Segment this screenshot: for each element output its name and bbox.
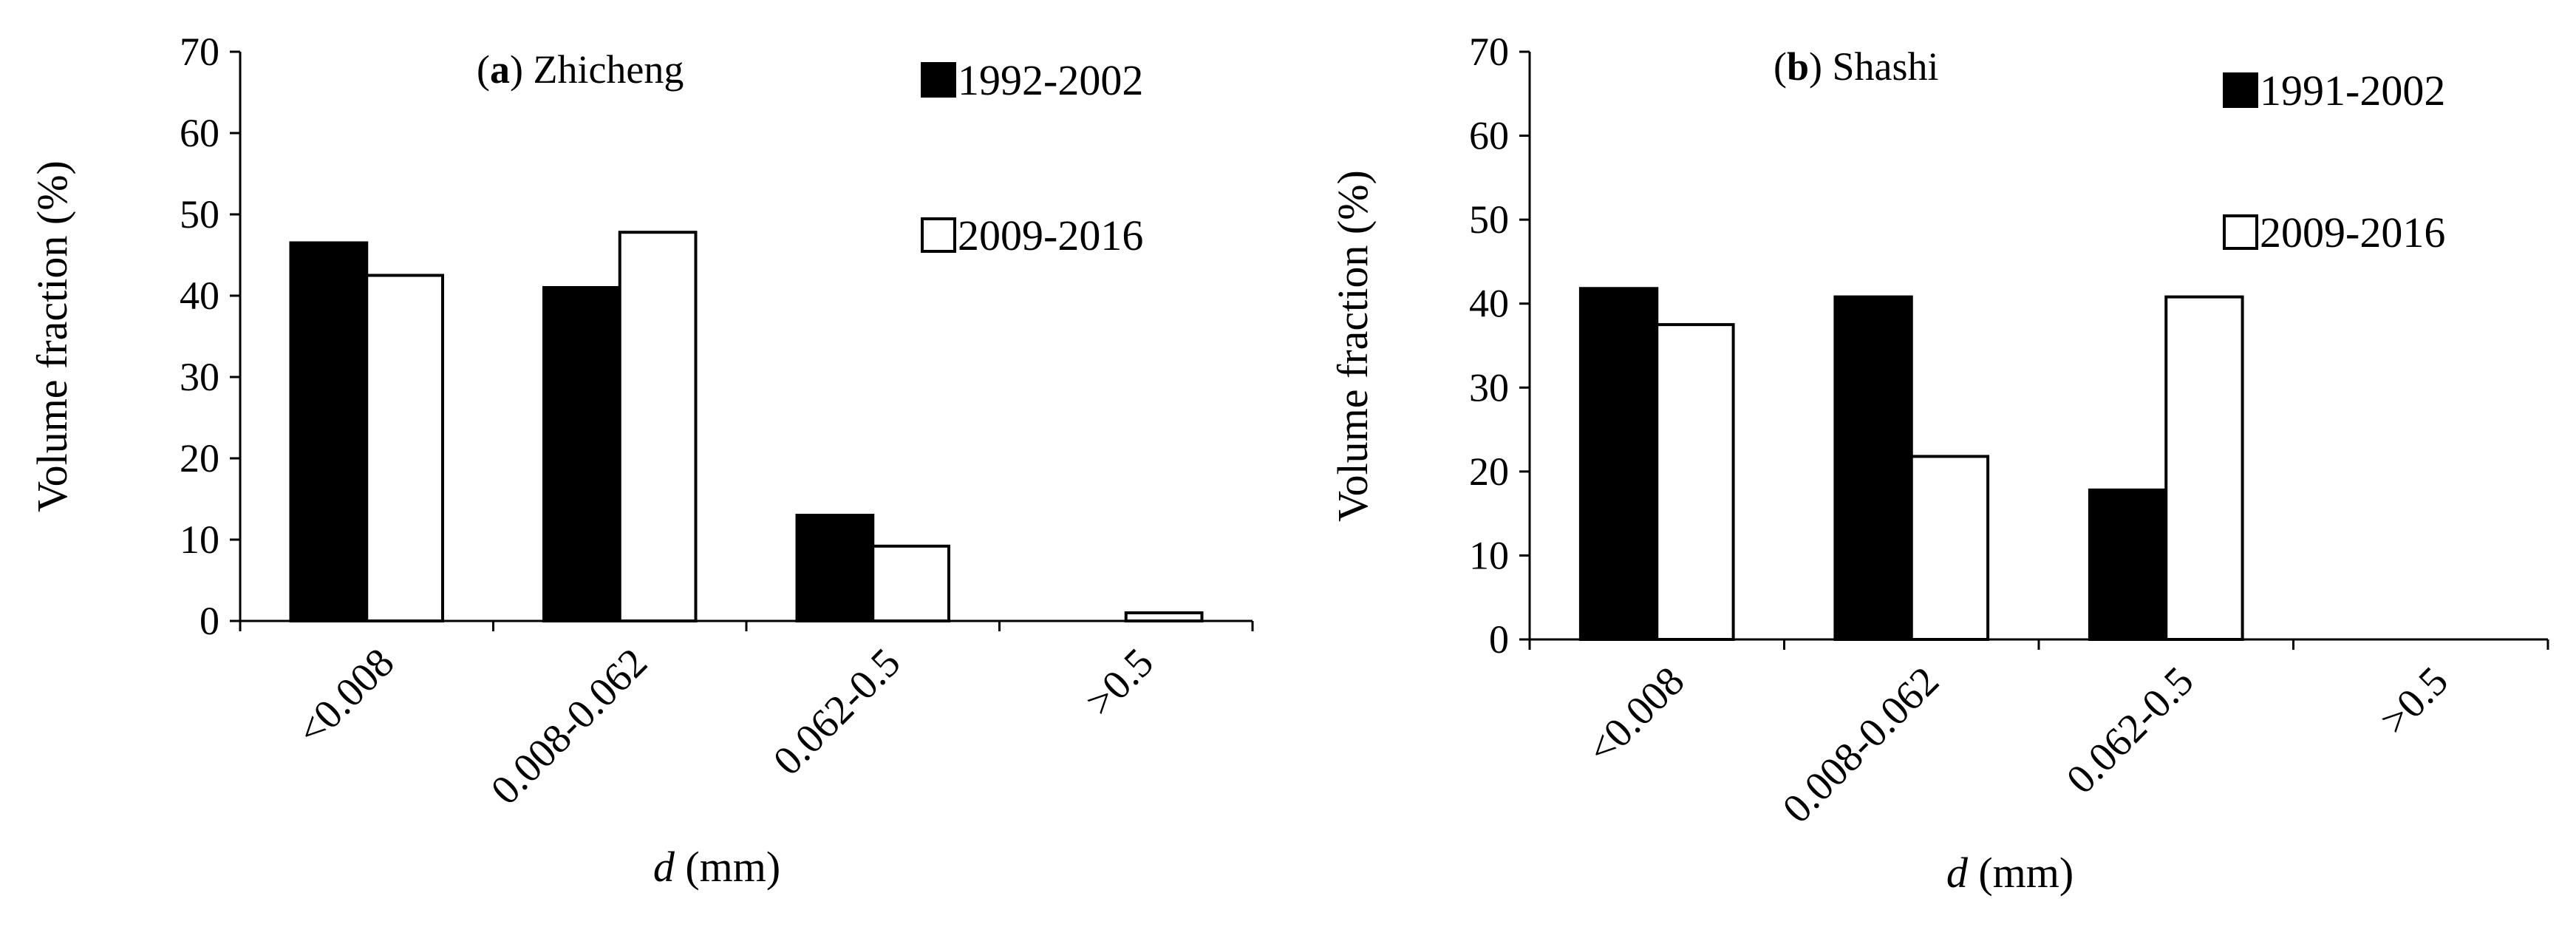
y-tick-label: 50 [1469,197,1509,242]
panel-title-close: ) [1809,44,1832,89]
y-axis-title: Volume fraction (%) [28,160,76,512]
y-tick-label: 30 [1469,365,1509,410]
panel-title-text: Shashi [1833,44,1939,89]
y-tick-label: 40 [1469,282,1509,326]
y-tick-label: 60 [180,111,219,155]
x-tick-label: >0.5 [2371,658,2457,744]
y-tick-label: 20 [180,436,219,481]
panel-title: (b) Shashi [1773,44,1939,89]
x-tick-label: 0.008-0.062 [1774,658,1948,832]
legend-label: 2009-2016 [2260,208,2445,257]
bar-series2 [1909,455,1990,642]
bar-series1 [795,514,875,622]
x-tick-label: 0.062-0.5 [2058,658,2203,803]
panel-tag: b [1787,44,1809,89]
y-tick-label: 0 [200,599,219,643]
y-tick-label: 0 [1489,617,1509,662]
panel-title-close: ) [510,47,533,92]
y-tick-label: 10 [1469,533,1509,577]
x-tick-label: <0.008 [1578,658,1693,772]
legend-label: 1991-2002 [2260,67,2445,115]
panel-tag: a [490,47,510,92]
bar-series2 [2164,295,2244,641]
panel-b-shashi: 0 10 20 30 40 50 60 70 <0.008 0.008-0.062 0.062-0.… [1329,30,2549,897]
bar-series1 [1833,295,1913,641]
legend-swatch [921,217,956,253]
y-tick-label: 20 [1469,449,1509,494]
bar-series1 [542,286,621,622]
y-tick-label: 70 [1469,30,1509,74]
x-axis-title-unit: (mm) [675,843,780,891]
y-tick-label: 10 [180,517,219,562]
y-tick-label: 50 [180,192,219,237]
y-axis-title: Volume fraction (%) [1329,170,1377,522]
bar-series2 [365,274,444,622]
y-tick-label: 30 [180,355,219,399]
x-tick-label: <0.008 [288,639,403,754]
bar-series1 [289,241,369,622]
panel-title: (a) Zhicheng [477,47,684,92]
legend-label: 1992-2002 [958,56,1143,104]
x-axis-title: d (mm) [1946,849,2074,897]
x-axis-title-symbol: d [1946,849,1969,897]
x-axis-title-unit: (mm) [1968,849,2074,897]
x-axis-title: d (mm) [653,843,780,891]
bar-series1 [1578,287,1659,641]
legend-label: 2009-2016 [958,211,1143,259]
panel-title-text: Zhicheng [533,47,684,92]
y-tick-label: 70 [180,30,219,74]
panel-a-zhicheng: 0 10 20 30 40 50 60 70 <0.008 0.008-0.062 0.062-0.… [28,30,1254,891]
legend-swatch [921,62,956,98]
x-tick-label: >0.5 [1077,639,1162,725]
bar-series2 [1124,611,1204,622]
legend-swatch [2223,214,2258,250]
panel-title-open: ( [1773,44,1787,89]
legend-swatch [2223,72,2258,108]
y-tick-label: 40 [180,274,219,318]
x-axis-title-symbol: d [653,843,675,891]
bar-series2 [871,544,950,622]
x-tick-label: 0.008-0.062 [483,639,656,813]
panel-title-open: ( [477,47,490,92]
bar-series1 [2088,488,2168,641]
bar-series2 [618,231,698,622]
x-tick-label: 0.062-0.5 [765,639,910,784]
bar-series2 [1655,323,1735,641]
y-tick-label: 60 [1469,114,1509,158]
